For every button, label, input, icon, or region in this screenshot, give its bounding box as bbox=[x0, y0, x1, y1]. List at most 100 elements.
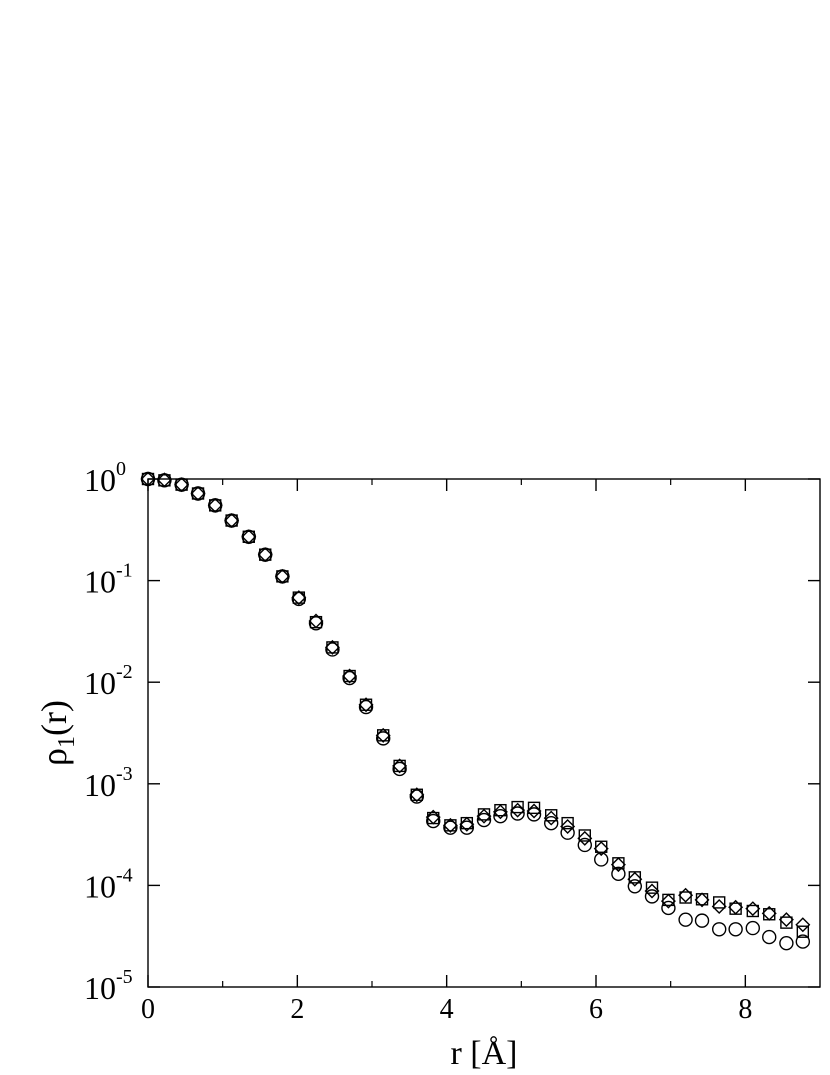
data-point-circle bbox=[694, 913, 710, 928]
data-point-square bbox=[242, 530, 256, 543]
data-point-circle bbox=[207, 498, 223, 513]
y-tick-exponent: -5 bbox=[116, 966, 133, 988]
data-point-circle bbox=[795, 934, 811, 949]
data-point-square bbox=[527, 801, 541, 815]
data-point-square bbox=[393, 759, 406, 773]
data-point-square bbox=[343, 669, 356, 683]
data-point-square bbox=[292, 591, 306, 604]
data-point-diamond bbox=[476, 808, 492, 824]
data-point-diamond bbox=[425, 809, 441, 825]
data-point-square bbox=[713, 896, 726, 909]
data-point-diamond bbox=[627, 871, 643, 887]
y-tick-base: 10 bbox=[84, 665, 116, 701]
data-point-square bbox=[191, 487, 205, 500]
data-point-diamond bbox=[459, 816, 475, 832]
y-tick-label: 10-1 bbox=[84, 560, 133, 600]
data-point-diamond bbox=[593, 841, 609, 857]
data-point-circle bbox=[678, 912, 693, 927]
data-point-circle bbox=[426, 813, 441, 829]
axis-ticks bbox=[147, 478, 820, 988]
data-point-square bbox=[259, 548, 272, 561]
data-point-circle bbox=[224, 513, 239, 528]
data-point-square bbox=[208, 499, 222, 512]
data-point-square bbox=[410, 788, 423, 801]
data-point-circle bbox=[157, 473, 172, 488]
x-tick-label: 0 bbox=[141, 994, 155, 1025]
y-tick-label: 10-5 bbox=[84, 966, 133, 1006]
data-point-diamond bbox=[324, 639, 340, 655]
y-tick-exponent: -2 bbox=[116, 661, 133, 683]
data-point-diamond bbox=[224, 513, 240, 529]
data-point-square bbox=[511, 800, 524, 814]
plot-frame bbox=[147, 478, 821, 988]
data-point-circle bbox=[325, 642, 340, 657]
data-points bbox=[140, 471, 811, 951]
data-point-circle bbox=[392, 761, 407, 777]
data-point-circle bbox=[779, 935, 794, 951]
data-point-circle bbox=[443, 820, 458, 835]
data-point-circle bbox=[174, 477, 189, 492]
data-point-square bbox=[679, 891, 692, 904]
x-tick-label: 8 bbox=[738, 994, 752, 1025]
data-point-square bbox=[175, 478, 188, 491]
y-axis-title-sub: 1 bbox=[54, 736, 80, 748]
data-point-circle bbox=[577, 837, 592, 853]
data-point-square bbox=[359, 698, 373, 711]
data-point-diamond bbox=[711, 899, 727, 914]
data-point-circle bbox=[745, 920, 760, 936]
data-point-square bbox=[746, 904, 759, 918]
data-point-diamond bbox=[308, 613, 324, 629]
y-axis-title: ρ1(r) bbox=[34, 700, 80, 766]
data-point-square bbox=[561, 816, 574, 830]
data-point-square bbox=[796, 925, 810, 938]
data-point-diamond bbox=[241, 529, 257, 545]
data-point-diamond bbox=[610, 857, 626, 873]
y-tick-label: 100 bbox=[84, 458, 126, 498]
data-point-circle bbox=[358, 699, 374, 715]
data-point-circle bbox=[712, 922, 727, 937]
data-point-square bbox=[444, 819, 457, 832]
data-point-diamond bbox=[207, 497, 223, 513]
data-point-diamond bbox=[442, 817, 458, 833]
data-point-circle bbox=[459, 820, 475, 835]
data-point-diamond bbox=[778, 912, 794, 928]
data-point-diamond bbox=[577, 830, 593, 846]
data-point-diamond bbox=[795, 917, 811, 933]
data-point-diamond bbox=[156, 472, 172, 488]
data-point-circle bbox=[661, 900, 676, 916]
data-point-circle bbox=[275, 569, 290, 584]
data-point-diamond bbox=[510, 802, 526, 818]
data-point-diamond bbox=[660, 893, 676, 909]
data-point-diamond bbox=[644, 883, 660, 899]
data-point-diamond bbox=[291, 590, 307, 606]
data-point-square bbox=[780, 916, 793, 929]
data-point-diamond bbox=[274, 568, 290, 584]
y-tick-base: 10 bbox=[84, 767, 116, 803]
data-point-circle bbox=[342, 670, 357, 686]
data-point-diamond bbox=[409, 787, 425, 803]
data-point-diamond bbox=[543, 810, 559, 826]
data-point-square bbox=[578, 829, 591, 842]
y-axis-title-base: ρ bbox=[34, 748, 74, 766]
data-point-circle bbox=[510, 806, 525, 821]
y-tick-base: 10 bbox=[84, 868, 116, 904]
x-tick-label: 6 bbox=[589, 994, 603, 1025]
x-tick-label: 4 bbox=[440, 994, 454, 1025]
x-tick-label: 2 bbox=[290, 994, 304, 1025]
data-point-circle bbox=[627, 879, 643, 894]
data-point-square bbox=[377, 729, 390, 742]
data-point-circle bbox=[258, 547, 273, 562]
data-point-square bbox=[645, 881, 659, 894]
data-point-diamond bbox=[375, 727, 391, 743]
data-point-circle bbox=[611, 866, 626, 882]
data-point-circle bbox=[560, 825, 575, 840]
data-point-circle bbox=[476, 812, 492, 828]
data-point-square bbox=[276, 570, 289, 583]
data-point-circle bbox=[728, 922, 743, 937]
data-point-circle bbox=[762, 929, 777, 945]
data-point-diamond bbox=[745, 901, 761, 917]
data-point-diamond bbox=[174, 477, 190, 493]
y-tick-label: 10-4 bbox=[84, 864, 133, 904]
y-tick-label: 10-3 bbox=[84, 763, 133, 803]
data-point-circle bbox=[544, 815, 559, 831]
